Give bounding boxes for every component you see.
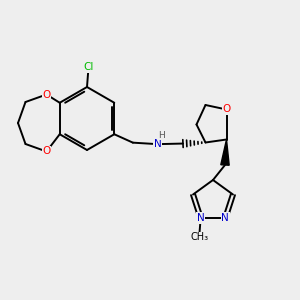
- Text: Cl: Cl: [83, 62, 94, 73]
- Text: N: N: [197, 213, 205, 223]
- Text: N: N: [154, 139, 161, 149]
- Text: O: O: [42, 89, 51, 100]
- Text: CH₃: CH₃: [190, 232, 208, 242]
- Text: N: N: [221, 213, 229, 223]
- Text: H: H: [158, 131, 164, 140]
- Text: O: O: [42, 146, 51, 157]
- Text: O: O: [222, 104, 231, 115]
- Polygon shape: [221, 140, 229, 165]
